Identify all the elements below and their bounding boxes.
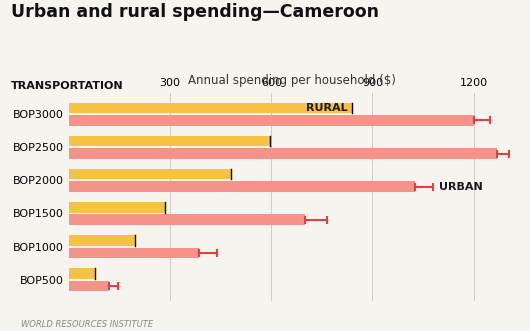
- Text: Urban and rural spending—Cameroon: Urban and rural spending—Cameroon: [11, 3, 378, 21]
- Bar: [69, 103, 352, 113]
- Bar: [69, 136, 270, 146]
- Bar: [69, 115, 474, 126]
- Text: Annual spending per household ($): Annual spending per household ($): [188, 74, 395, 87]
- Bar: [69, 235, 135, 246]
- Bar: [69, 268, 95, 279]
- Bar: [69, 169, 231, 179]
- Text: WORLD RESOURCES INSTITUTE: WORLD RESOURCES INSTITUTE: [21, 320, 153, 329]
- Bar: [69, 202, 165, 213]
- Bar: [69, 214, 305, 225]
- Bar: [69, 248, 199, 258]
- Bar: [69, 281, 109, 291]
- Bar: [69, 181, 414, 192]
- Text: TRANSPORTATION: TRANSPORTATION: [11, 81, 123, 91]
- Text: RURAL: RURAL: [305, 103, 347, 113]
- Bar: [69, 148, 497, 159]
- Text: URBAN: URBAN: [439, 182, 483, 192]
